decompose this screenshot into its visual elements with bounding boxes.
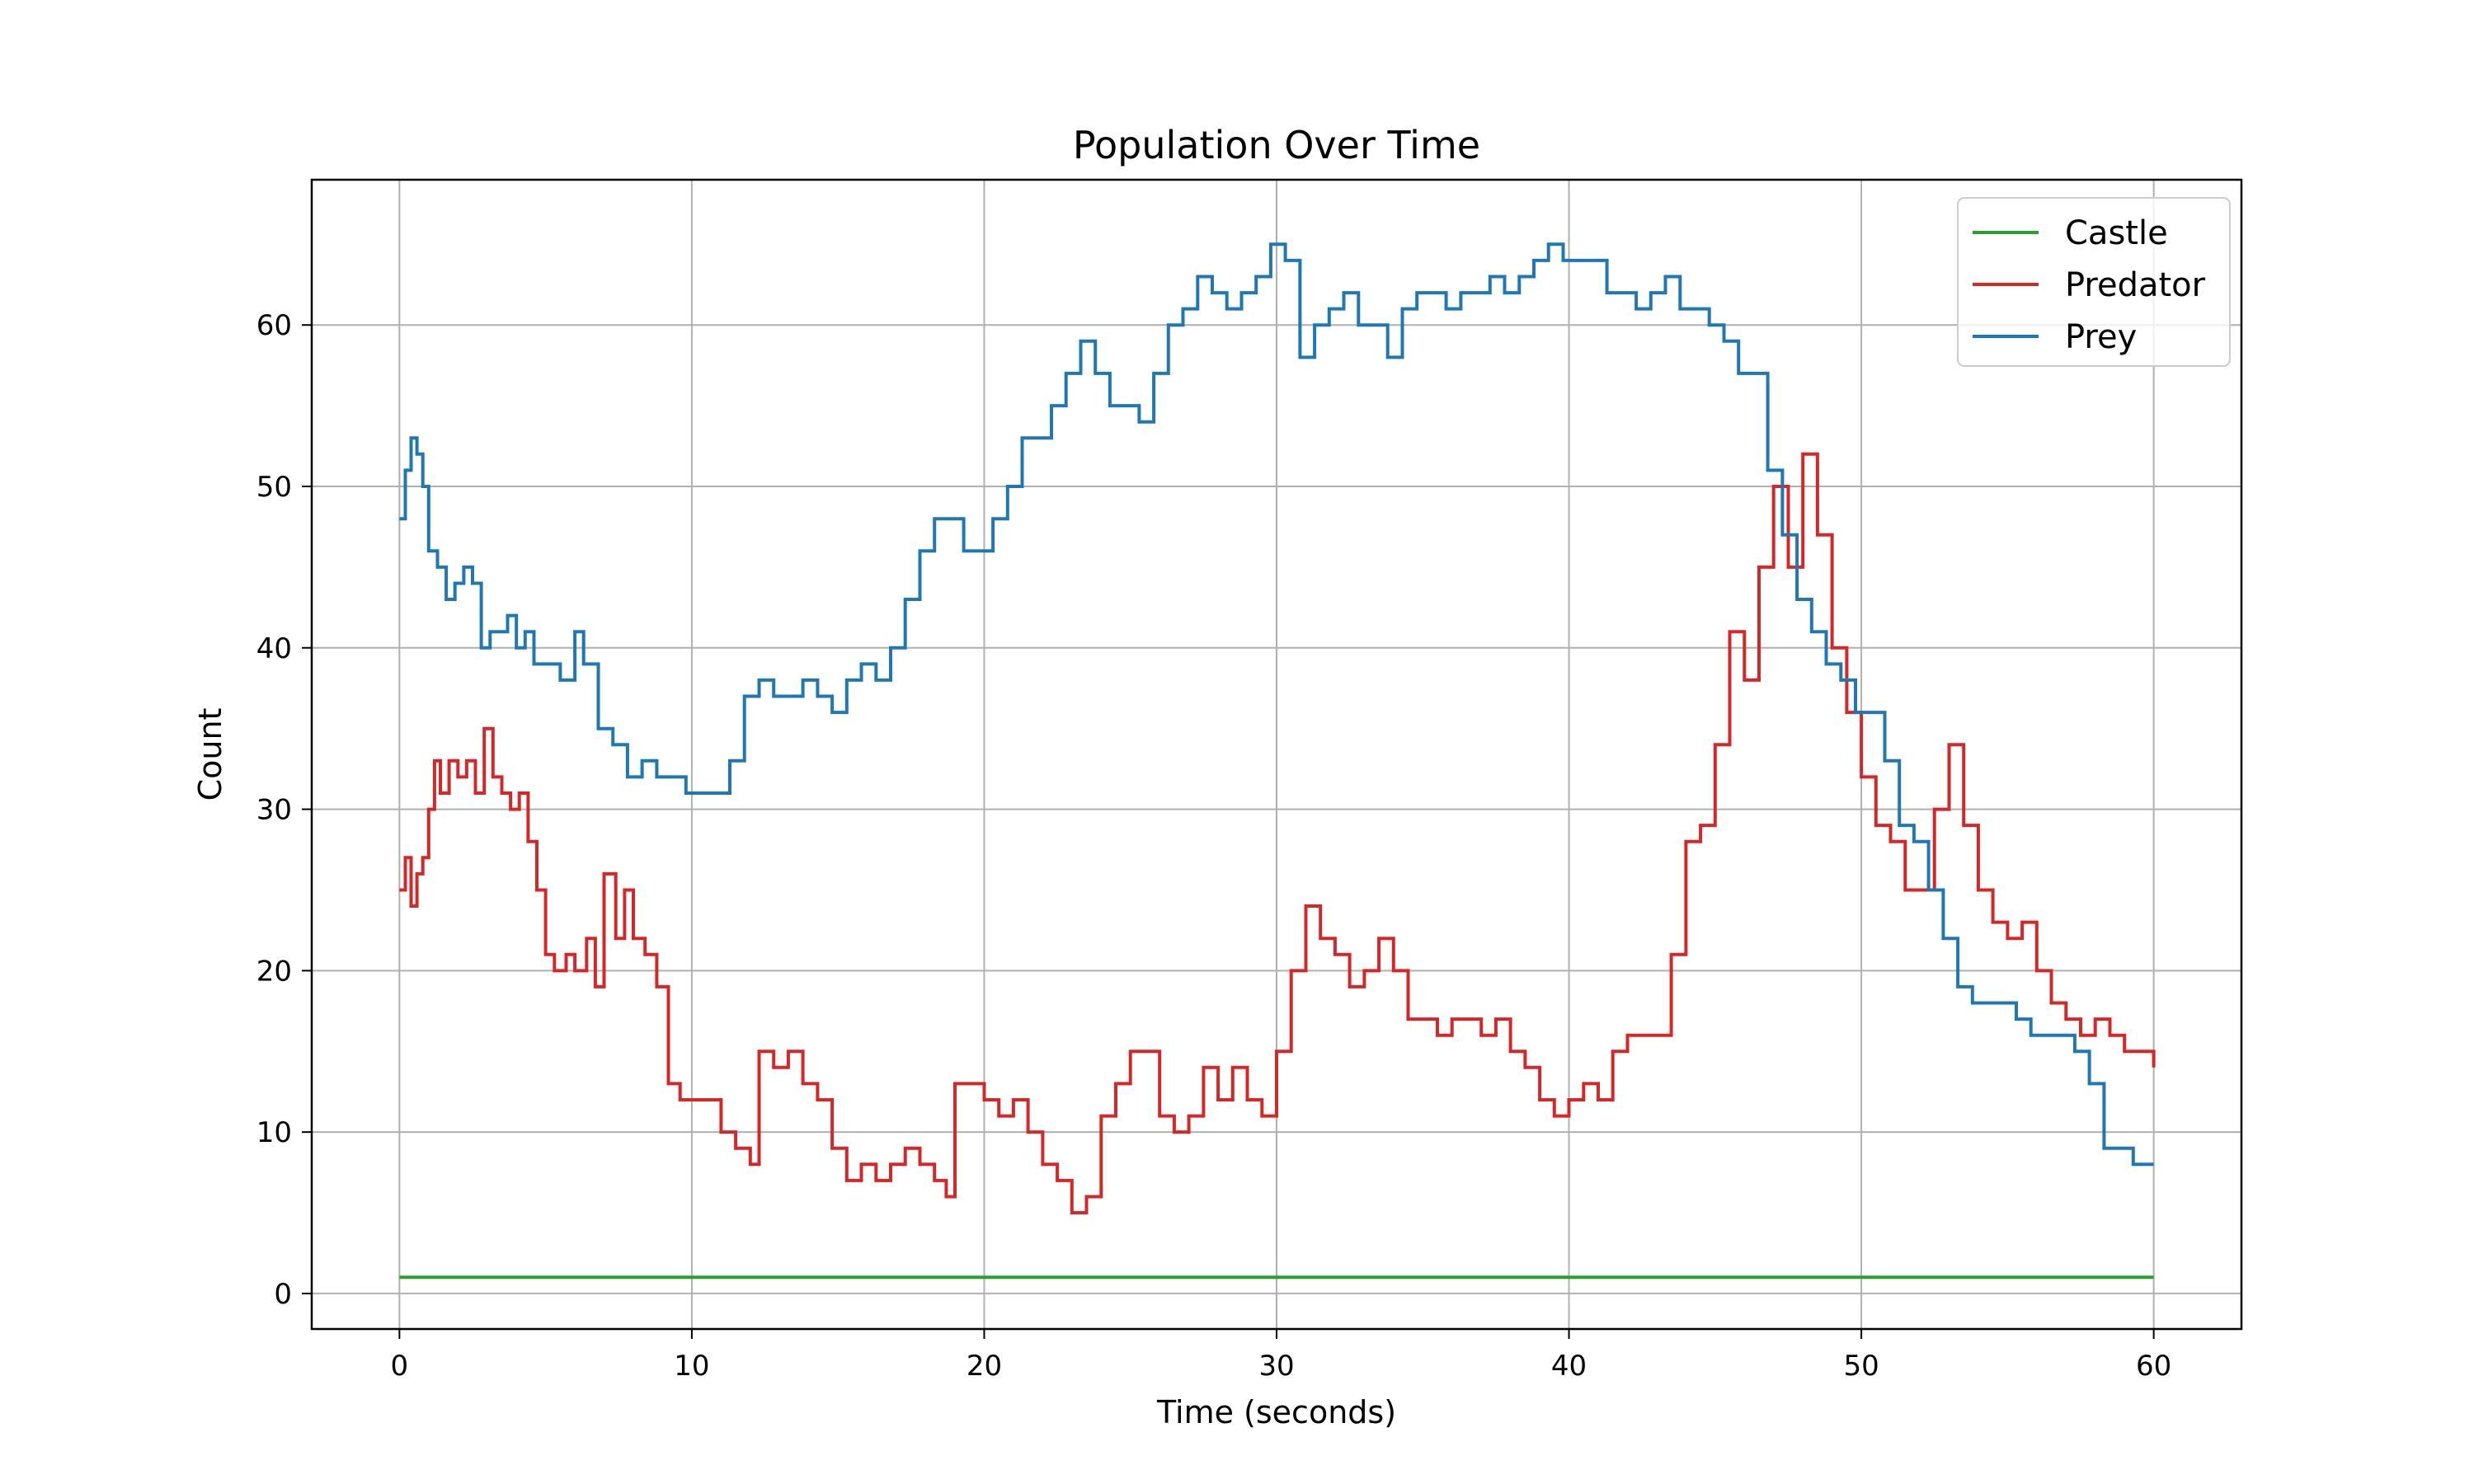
y-tick-label: 50 [256, 471, 292, 504]
series-line-prey [399, 242, 2154, 1167]
y-tick-label: 0 [274, 1278, 292, 1311]
y-tick-label: 40 [256, 632, 292, 665]
x-tick-label: 30 [1258, 1350, 1294, 1383]
x-tick-label: 0 [391, 1350, 409, 1383]
legend-box [1957, 197, 2231, 367]
series-lines [399, 242, 2156, 1280]
legend-label: Castle [2065, 214, 2168, 252]
grid [312, 180, 2241, 1329]
y-axis-title: Count [192, 708, 228, 801]
y-tick-label: 30 [256, 794, 292, 827]
x-tick-label: 20 [967, 1350, 1002, 1383]
x-tick-label: 50 [1843, 1350, 1879, 1383]
y-tick-label: 60 [256, 309, 292, 342]
chart-title: Population Over Time [1073, 123, 1480, 167]
x-tick-label: 40 [1551, 1350, 1587, 1383]
legend: Castle Predator Prey [1957, 197, 2231, 367]
x-tick-label: 10 [674, 1350, 709, 1383]
x-tick-label: 60 [2136, 1350, 2171, 1383]
legend-label: Predator [2065, 266, 2206, 304]
y-tick-label: 20 [256, 955, 292, 988]
ticks: 0 10 20 30 40 50 60 0 10 20 30 40 50 60 [256, 309, 2172, 1383]
x-axis-title: Time (seconds) [1156, 1394, 1396, 1430]
series-line-predator [399, 452, 2156, 1214]
y-tick-label: 10 [256, 1116, 292, 1149]
legend-label: Prey [2065, 318, 2137, 356]
